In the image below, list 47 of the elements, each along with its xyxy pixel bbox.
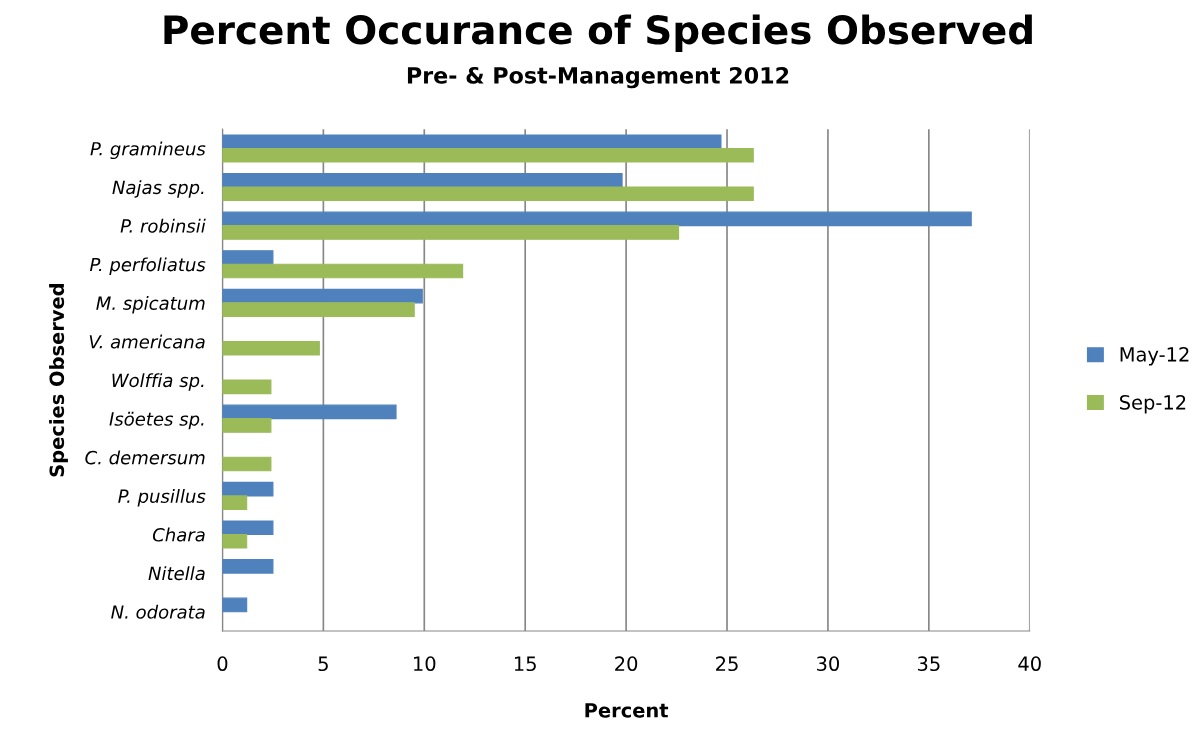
x-tick-label: 30 (817, 656, 840, 672)
bar (222, 379, 272, 395)
bar (222, 147, 754, 163)
y-tick-label: P. perfoliatus (89, 257, 206, 275)
bar (222, 263, 464, 279)
x-tick-label: 10 (414, 656, 436, 672)
bar (222, 418, 272, 433)
y-tick-label: Najas spp. (112, 180, 204, 198)
y-tick-label: M. spicatum (96, 296, 205, 314)
x-tick-label: 25 (716, 656, 738, 672)
x-tick-label: 20 (615, 656, 638, 672)
y-tick-label: Chara (152, 527, 205, 542)
x-axis-title: Percent (585, 703, 669, 718)
bar (222, 186, 754, 202)
bar (222, 225, 680, 240)
x-tick-label: 5 (318, 656, 328, 672)
y-tick-label: Wolffia sp. (112, 373, 204, 391)
bar (222, 302, 415, 317)
y-tick-label: P. robinsii (120, 218, 206, 233)
bar (222, 481, 274, 497)
bar (222, 250, 274, 265)
bar (222, 597, 248, 613)
bar (222, 456, 272, 472)
bar (222, 533, 248, 549)
x-tick-label: 0 (217, 656, 228, 672)
y-tick-label: N. odorata (111, 604, 205, 619)
y-tick-label: P. gramineus (90, 141, 206, 160)
x-tick-label: 15 (514, 656, 536, 672)
y-tick-label: C. demersum (85, 450, 205, 465)
legend-label: May-12 (1120, 347, 1189, 366)
bar (222, 211, 972, 227)
chart-subtitle: Pre- & Post-Management 2012 (407, 66, 789, 89)
y-tick-label: V. americana (89, 334, 205, 349)
legend-label: Sep-12 (1120, 395, 1186, 414)
y-tick-label: Isöetes sp. (109, 411, 204, 430)
chart-title: Percent Occurance of Species Observed (164, 14, 1032, 53)
bar (222, 495, 248, 510)
y-axis-title: Species Observed (49, 284, 68, 477)
y-tick-label: P. pusillus (118, 489, 206, 507)
bar (222, 520, 274, 536)
bar (222, 404, 397, 420)
x-tick-label: 40 (1018, 656, 1041, 672)
bar (222, 559, 274, 574)
y-tick-label: Nitella (148, 566, 205, 581)
bar (222, 134, 722, 150)
bar (222, 340, 320, 356)
x-tick-label: 35 (917, 656, 940, 672)
